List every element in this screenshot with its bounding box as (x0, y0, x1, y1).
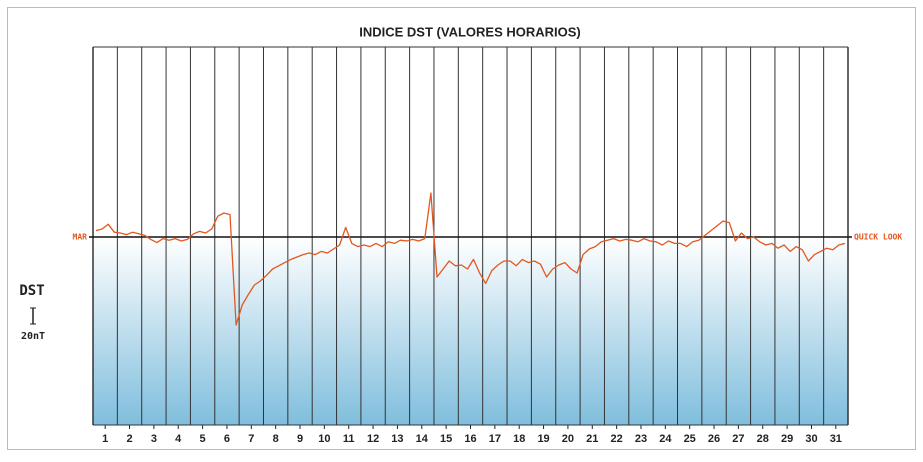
x-tick-label: 6 (224, 433, 230, 445)
annotation-right: QUICK LOOK (854, 233, 902, 242)
x-tick-label: 21 (586, 433, 598, 445)
y-axis-label: DST (19, 283, 44, 299)
x-tick-label: 27 (732, 433, 744, 445)
x-tick-label: 23 (635, 433, 647, 445)
x-tick-label: 1 (102, 433, 108, 445)
x-tick-label: 31 (830, 433, 842, 445)
x-tick-label: 4 (175, 433, 182, 445)
x-tick-label: 25 (684, 433, 696, 445)
x-tick-label: 28 (757, 433, 769, 445)
annotation-left: MAR (73, 233, 88, 242)
x-tick-label: 30 (805, 433, 817, 445)
x-tick-label: 15 (440, 433, 452, 445)
x-tick-label: 12 (367, 433, 379, 445)
x-tick-label: 9 (297, 433, 303, 445)
x-tick-label: 16 (464, 433, 476, 445)
chart-title: INDICE DST (VALORES HORARIOS) (359, 24, 581, 39)
x-tick-label: 24 (659, 433, 672, 445)
x-tick-label: 8 (273, 433, 279, 445)
x-tick-label: 19 (537, 433, 549, 445)
x-tick-label: 20 (562, 433, 574, 445)
x-tick-label: 13 (391, 433, 403, 445)
lower-fill (93, 237, 848, 425)
scale-bar-label: 20nT (21, 331, 45, 342)
x-tick-label: 26 (708, 433, 720, 445)
x-tick-label: 5 (200, 433, 206, 445)
x-tick-label: 17 (489, 433, 501, 445)
x-tick-label: 22 (611, 433, 623, 445)
data-line (95, 192, 846, 326)
x-tick-label: 29 (781, 433, 793, 445)
x-tick-label: 2 (126, 433, 132, 445)
x-tick-label: 10 (318, 433, 330, 445)
x-tick-label: 3 (151, 433, 157, 445)
x-tick-label: 18 (513, 433, 525, 445)
x-tick-label: 14 (416, 433, 429, 445)
x-tick-label: 11 (343, 433, 355, 445)
x-tick-label: 7 (248, 433, 254, 445)
